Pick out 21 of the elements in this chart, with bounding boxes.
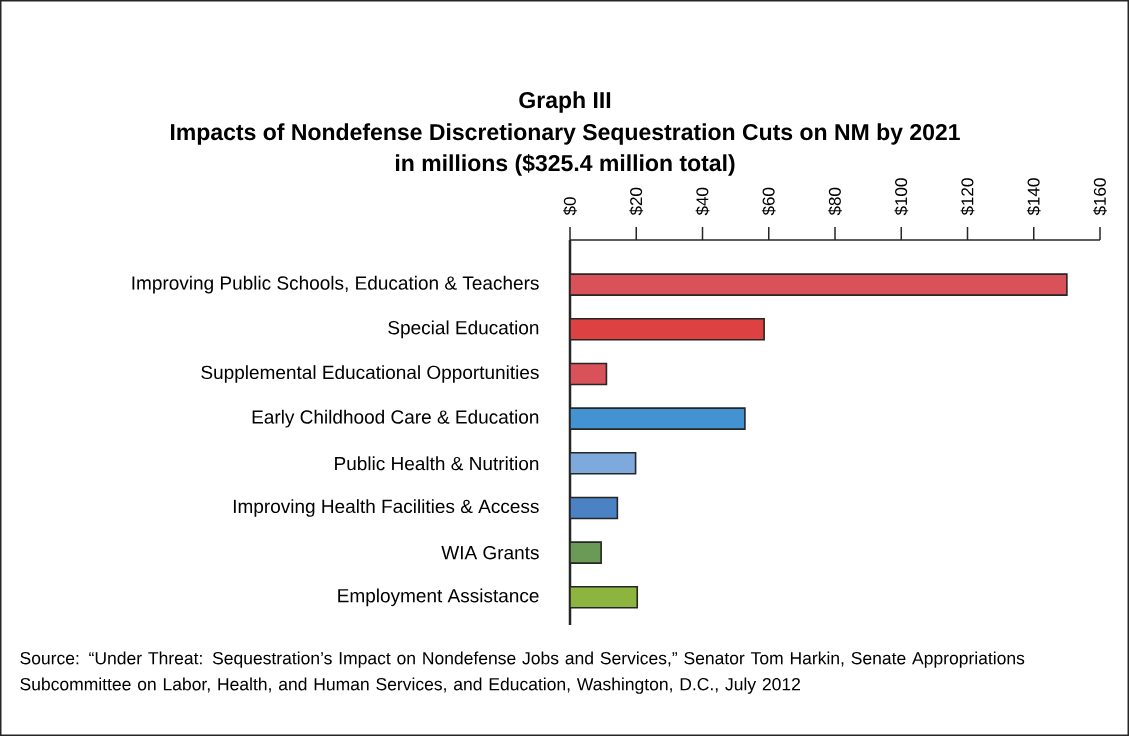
x-tick-label: $80	[828, 187, 842, 216]
source-note: Source: “Under Threat: Sequestration’s Impact on Nondefense Jobs and Services,” Senator Tom Harkin, Senate Appropriations Subcommittee on Labor, Health, and Human Services, and Education, Washington, D.C., July 2012	[20, 651, 1025, 694]
y-tick-label: Employment Assistance	[338, 588, 539, 607]
y-tick-label: Public Health & Nutrition	[335, 456, 539, 471]
y-tick-label: WIA Grants	[441, 545, 539, 560]
y-tick-label: Special Education	[388, 320, 539, 339]
x-tick-label: $0	[563, 197, 577, 216]
x-tick-label: $140	[1026, 178, 1041, 216]
chart-subtitle: Impacts of Nondefense Discretionary Sequestration Cuts on NM by 2021	[170, 123, 960, 145]
x-tick-label: $160	[1093, 178, 1107, 216]
x-tick-label: $40	[695, 187, 710, 216]
chart-title: Graph III	[519, 91, 611, 113]
x-tick-label: $20	[629, 187, 644, 216]
x-tick-label: $60	[761, 187, 776, 216]
y-tick-label: Improving Health Facilities & Access	[233, 499, 539, 517]
y-tick-label: Early Childhood Care & Education	[252, 409, 539, 428]
y-tick-label: Supplemental Educational Opportunities	[201, 365, 539, 383]
x-tick-label: $120	[960, 178, 975, 216]
x-tick-label: $100	[894, 178, 909, 216]
x-axis-title: in millions ($325.4 million total)	[395, 153, 735, 176]
y-tick-label: Improving Public Schools, Education & Teachers	[132, 275, 539, 294]
